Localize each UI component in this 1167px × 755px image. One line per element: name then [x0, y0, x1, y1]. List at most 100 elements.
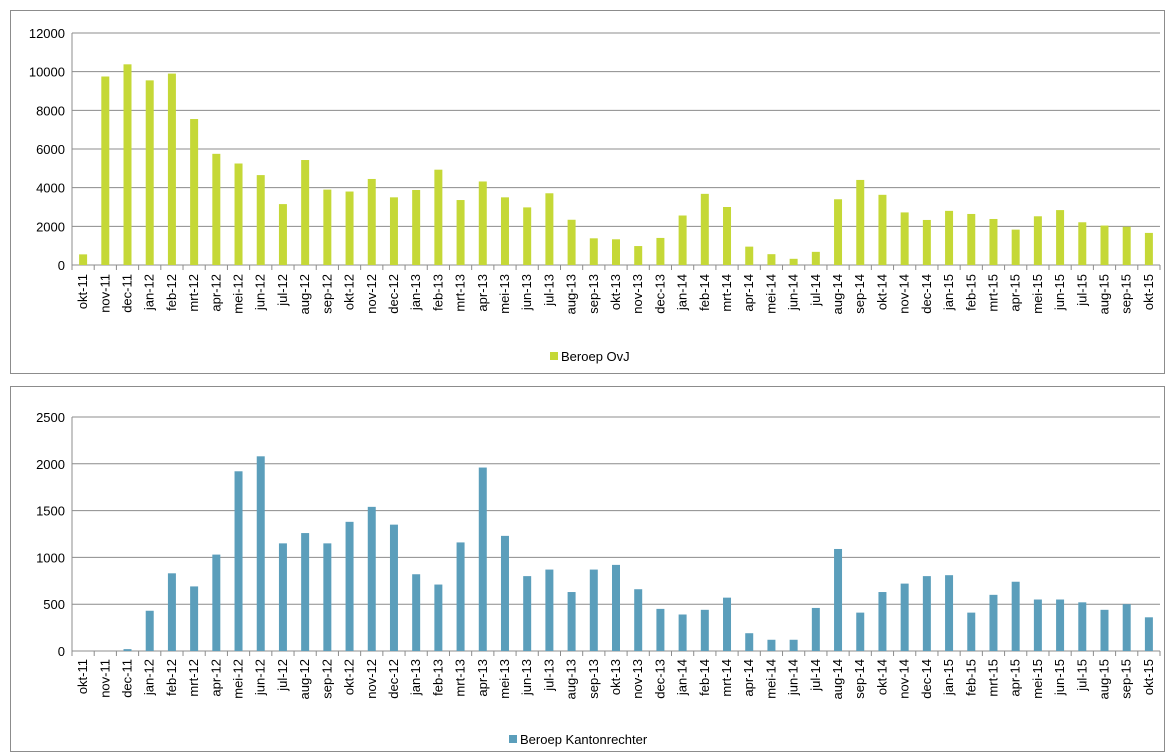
x-tick-label: jan-15 — [941, 274, 956, 311]
legend-label: Beroep Kantonrechter — [520, 732, 648, 747]
x-tick-label: apr-13 — [475, 659, 490, 697]
x-tick-label: nov-13 — [630, 274, 645, 314]
chart-beroep-ovj: 0 2000 4000 6000 8000 10000 12000 okt-11 nov-11 d… — [29, 26, 1161, 364]
bar — [967, 612, 976, 651]
bar — [567, 592, 576, 651]
x-tick-label: sep-14 — [852, 274, 867, 314]
bar — [834, 548, 843, 651]
x-tick-label: feb-13 — [430, 659, 445, 696]
bar — [811, 251, 820, 265]
bar — [256, 456, 265, 651]
bar — [656, 237, 665, 265]
x-tick-label: jun-13 — [519, 274, 534, 311]
x-tick-label: jul-12 — [275, 659, 290, 692]
x-tick-label: mrt-12 — [186, 659, 201, 697]
bar — [389, 524, 398, 651]
x-tick-label: dec-11 — [120, 659, 135, 698]
bar — [478, 467, 487, 651]
y-tick-label: 2000 — [36, 457, 65, 472]
bar — [412, 189, 421, 265]
x-tick-label: okt-13 — [608, 274, 623, 310]
x-tick-label: feb-13 — [430, 274, 445, 311]
x-tick-label: mei-12 — [231, 659, 246, 699]
bar — [834, 199, 843, 265]
bar — [167, 573, 176, 651]
bar — [301, 160, 310, 265]
x-tick-label: jun-13 — [519, 659, 534, 696]
x-tick-label: jul-14 — [808, 274, 823, 307]
bar — [856, 612, 865, 651]
y-tick-label: 4000 — [36, 181, 65, 196]
x-tick-label: apr-14 — [741, 274, 756, 312]
x-tick-label: mrt-15 — [985, 659, 1000, 697]
x-tick-label: mrt-13 — [453, 274, 468, 312]
bar — [389, 197, 398, 265]
x-tick-label: jun-14 — [786, 659, 801, 696]
x-tick-label: jun-12 — [253, 274, 268, 311]
x-tick-label: okt-14 — [874, 659, 889, 695]
x-tick-label: feb-15 — [963, 274, 978, 311]
bar — [278, 543, 287, 651]
bar — [545, 193, 554, 265]
bar — [967, 213, 976, 265]
x-tick-label: aug-12 — [297, 659, 312, 699]
bar — [79, 254, 88, 265]
x-tick-label: nov-12 — [364, 659, 379, 699]
bar — [900, 212, 909, 265]
bar — [589, 569, 598, 651]
bar — [500, 535, 509, 651]
bar — [878, 592, 887, 651]
bar — [1144, 232, 1153, 265]
bar — [190, 586, 199, 651]
x-tick-label: jul-15 — [1074, 659, 1089, 692]
x-tick-label: aug-15 — [1096, 274, 1111, 314]
x-tick-label: okt-12 — [342, 274, 357, 310]
bar — [945, 210, 954, 265]
x-tick-label: nov-11 — [97, 659, 112, 698]
bar — [212, 153, 221, 265]
x-tick-label: aug-13 — [564, 274, 579, 314]
bar — [767, 254, 776, 265]
x-tick-label: feb-12 — [164, 659, 179, 696]
x-tick-label: feb-14 — [697, 659, 712, 696]
x-tick-label: okt-14 — [874, 274, 889, 310]
bar — [678, 215, 687, 265]
y-tick-label: 6000 — [36, 142, 65, 157]
x-tick-label: sep-13 — [586, 274, 601, 314]
bar — [1122, 604, 1131, 651]
x-tick-label: sep-13 — [586, 659, 601, 699]
bar — [789, 258, 798, 265]
bar — [856, 179, 865, 265]
x-tick-label: mrt-14 — [719, 274, 734, 312]
chart-beroep-kantonrechter: 0 500 1000 1500 2000 2500 okt-11 nov-11 dec-11 ja… — [36, 410, 1161, 747]
bar — [1011, 581, 1020, 651]
bar — [278, 204, 287, 265]
x-tick-label: jun-15 — [1052, 659, 1067, 696]
x-tick-label: okt-12 — [342, 659, 357, 695]
bar — [456, 542, 465, 651]
bar — [700, 193, 709, 265]
x-tick-label: jan-14 — [675, 274, 690, 311]
x-tick-label: apr-12 — [208, 274, 223, 312]
bar — [1078, 222, 1087, 265]
x-tick-label: okt-11 — [75, 659, 90, 694]
bar — [190, 119, 199, 266]
bar — [634, 589, 643, 651]
bar — [478, 181, 487, 265]
x-tick-label: mei-12 — [231, 274, 246, 314]
x-tick-label: feb-15 — [963, 659, 978, 696]
x-tick-label: jul-15 — [1074, 274, 1089, 307]
bar — [500, 197, 509, 265]
x-tick-label: dec-13 — [652, 659, 667, 699]
x-tick-label: nov-13 — [630, 659, 645, 699]
bar — [678, 614, 687, 651]
bar — [145, 80, 154, 265]
x-tick-label: jun-15 — [1052, 274, 1067, 311]
bar — [900, 583, 909, 651]
x-tick-label: sep-12 — [319, 659, 334, 699]
bar — [101, 76, 110, 265]
x-tick-label: jan-12 — [142, 274, 157, 311]
legend-swatch — [509, 735, 517, 743]
x-tick-label: aug-13 — [564, 659, 579, 699]
x-tick-label: aug-12 — [297, 274, 312, 314]
